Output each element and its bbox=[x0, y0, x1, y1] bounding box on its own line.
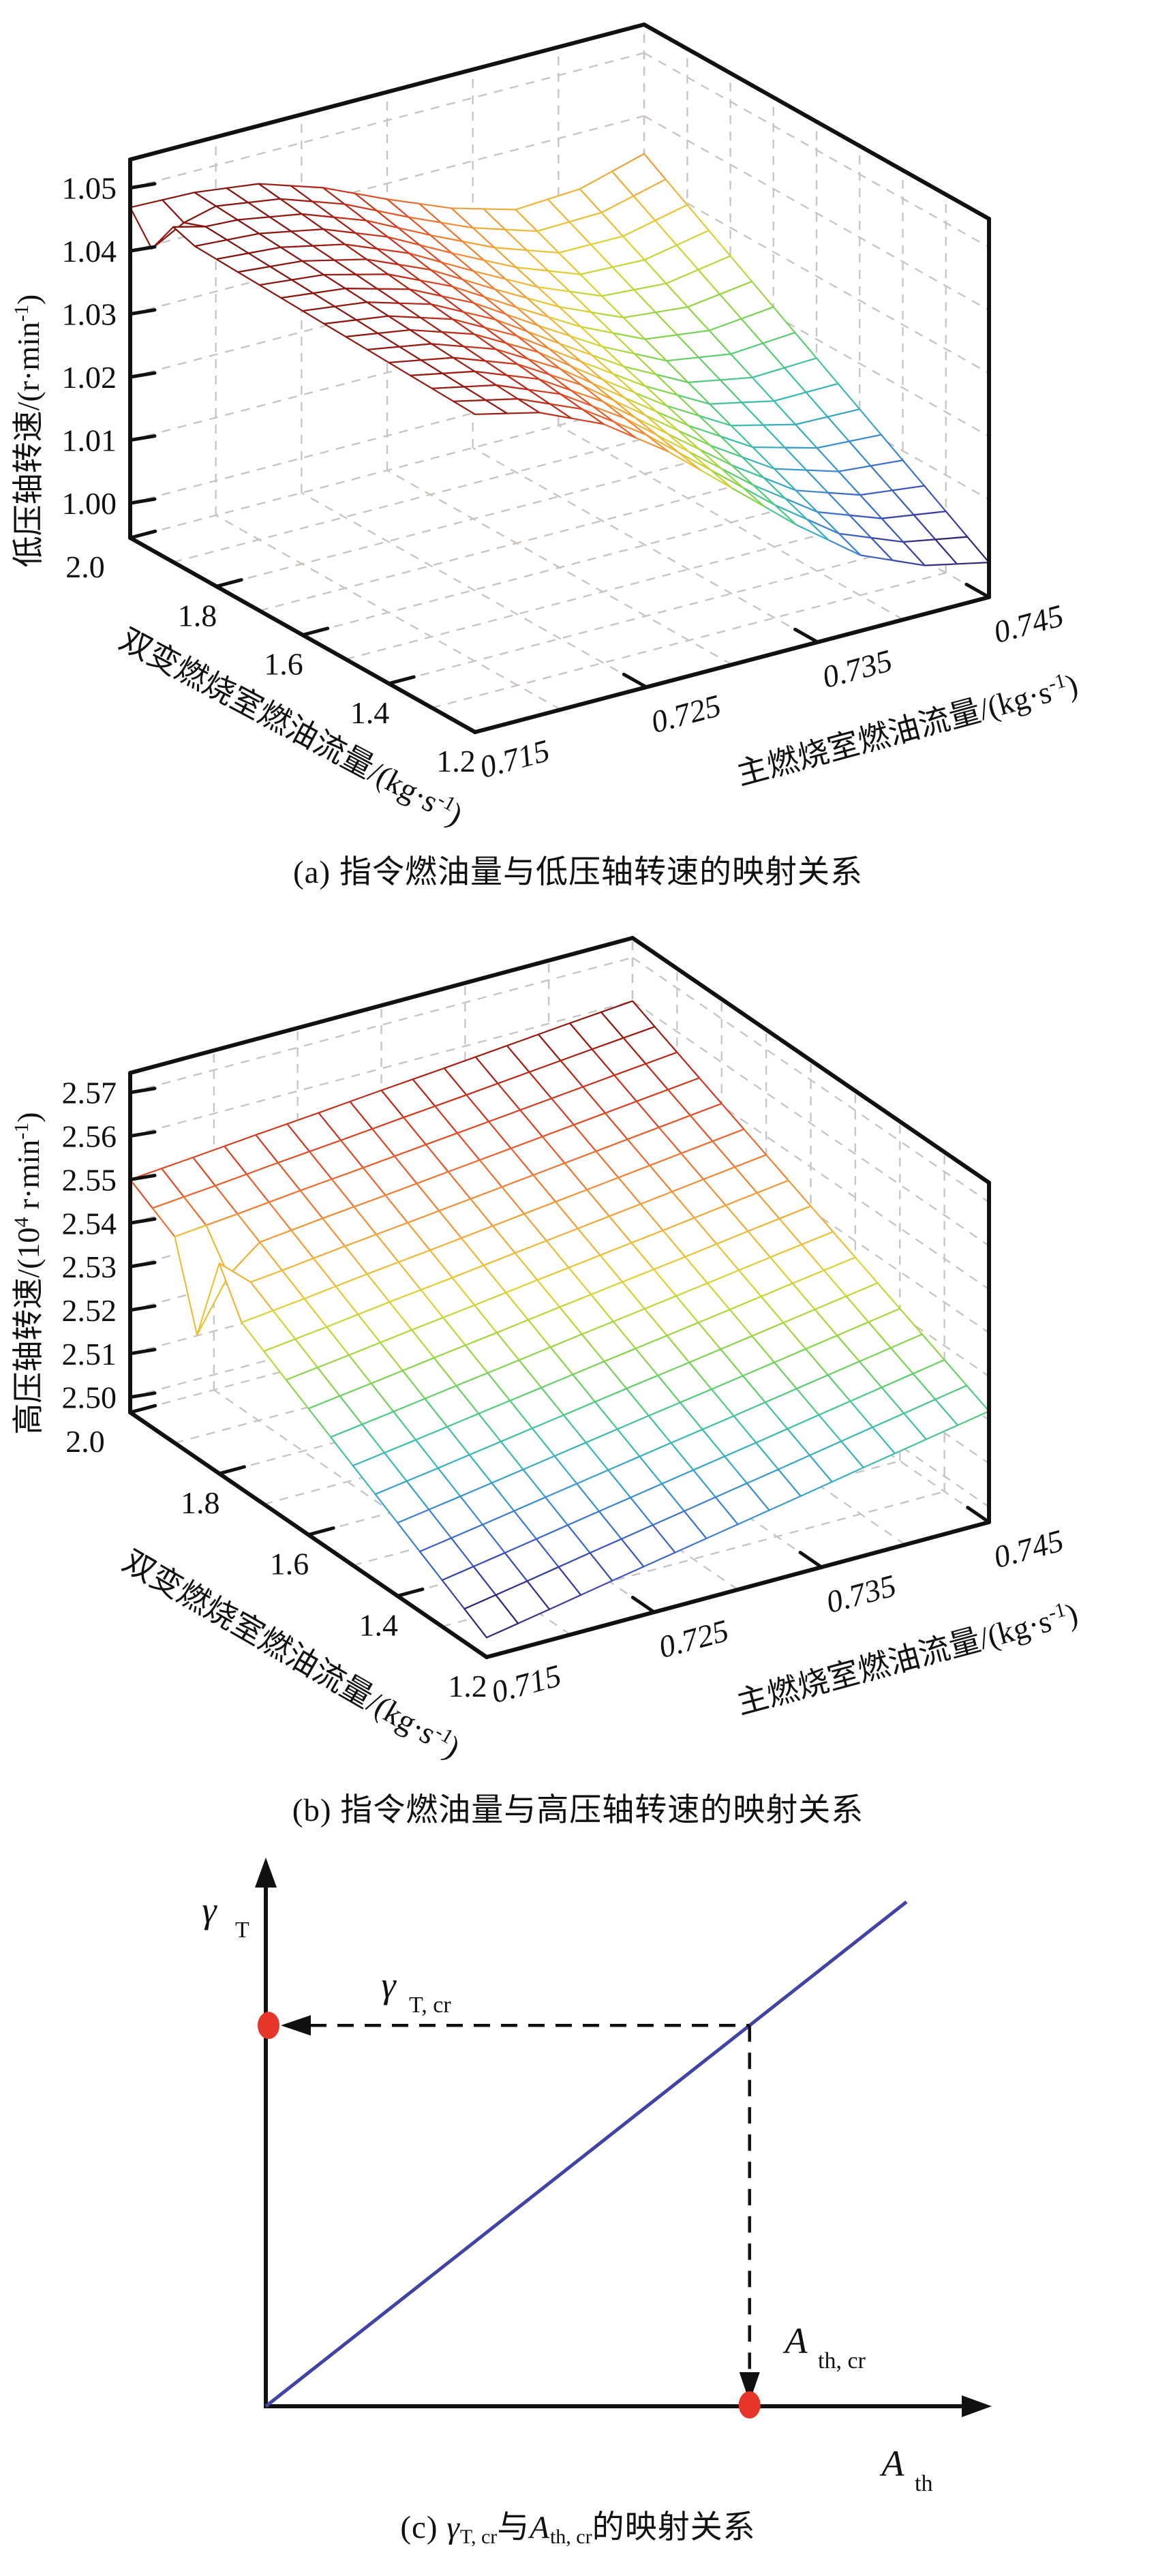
svg-text:1.00: 1.00 bbox=[62, 486, 117, 521]
svg-text:0.725: 0.725 bbox=[655, 1613, 732, 1665]
svg-text:2.52: 2.52 bbox=[62, 1293, 117, 1328]
caption-c-A-sub: th, cr bbox=[549, 2526, 592, 2549]
svg-text:2.54: 2.54 bbox=[62, 1206, 117, 1241]
tick-labels-b: 2.50 2.51 2.52 2.53 2.54 2.55 2.56 2.57 0.715 0.7… bbox=[62, 1076, 1067, 1710]
labels-c: γ Tγ T, crA th, crA th bbox=[202, 1890, 932, 2496]
caption-c-suffix: 的映射关系 bbox=[592, 2510, 756, 2545]
svg-text:T, cr: T, cr bbox=[409, 1992, 451, 2018]
caption-c-prefix: (c) bbox=[400, 2510, 447, 2545]
svg-text:1.8: 1.8 bbox=[181, 1485, 220, 1520]
svg-text:低压轴转速/(r·min-1): 低压轴转速/(r·min-1) bbox=[10, 294, 46, 568]
ticks-a bbox=[128, 182, 991, 734]
svg-text:th, cr: th, cr bbox=[818, 2348, 866, 2374]
svg-text:2.0: 2.0 bbox=[65, 549, 105, 584]
svg-text:1.4: 1.4 bbox=[359, 1607, 399, 1642]
axes-box-a bbox=[128, 22, 991, 734]
svg-text:0.745: 0.745 bbox=[990, 1523, 1067, 1575]
caption-a-text: (a) 指令燃油量与低压轴转速的映射关系 bbox=[293, 855, 863, 890]
svg-text:1.2: 1.2 bbox=[448, 1669, 487, 1703]
svg-text:2.50: 2.50 bbox=[62, 1380, 117, 1415]
svg-text:0.745: 0.745 bbox=[990, 598, 1067, 650]
svg-text:1.6: 1.6 bbox=[270, 1547, 309, 1581]
svg-text:0.715: 0.715 bbox=[487, 1658, 564, 1710]
svg-text:0.725: 0.725 bbox=[648, 688, 725, 740]
svg-text:高压轴转速/(104 r·min-1): 高压轴转速/(104 r·min-1) bbox=[10, 1112, 46, 1434]
svg-text:1.02: 1.02 bbox=[62, 360, 117, 395]
svg-text:T: T bbox=[235, 1918, 249, 1943]
svg-text:0.715: 0.715 bbox=[476, 733, 553, 785]
svg-text:0.735: 0.735 bbox=[823, 1568, 900, 1620]
svg-text:A: A bbox=[880, 2443, 905, 2484]
mesh-surface-a bbox=[129, 153, 990, 566]
surface-plot-a: 1.00 1.01 1.02 1.03 1.04 1.05 0.715 0.725 0.735 0… bbox=[10, 22, 1082, 832]
svg-text:γ: γ bbox=[381, 1965, 397, 2005]
svg-text:1.6: 1.6 bbox=[264, 647, 303, 682]
svg-text:1.03: 1.03 bbox=[62, 297, 117, 332]
axes-box-b bbox=[128, 936, 991, 1659]
caption-c-gamma: γ bbox=[446, 2510, 460, 2545]
svg-text:2.0: 2.0 bbox=[65, 1424, 105, 1459]
svg-text:主燃烧室燃油流量/(kg·s-1): 主燃烧室燃油流量/(kg·s-1) bbox=[733, 667, 1082, 792]
caption-c-conj: 与 bbox=[497, 2510, 530, 2545]
svg-text:2.53: 2.53 bbox=[62, 1249, 117, 1284]
ticks-b bbox=[128, 1087, 991, 1659]
svg-text:1.8: 1.8 bbox=[178, 598, 217, 633]
svg-text:0.735: 0.735 bbox=[819, 643, 896, 695]
svg-text:1.4: 1.4 bbox=[350, 695, 390, 730]
svg-text:γ: γ bbox=[202, 1890, 217, 1930]
svg-text:2.51: 2.51 bbox=[62, 1337, 117, 1372]
svg-text:2.56: 2.56 bbox=[62, 1119, 117, 1154]
svg-text:1.04: 1.04 bbox=[62, 234, 117, 269]
caption-b-text: (b) 指令燃油量与高压轴转速的映射关系 bbox=[292, 1793, 864, 1828]
caption-c-A: A bbox=[530, 2510, 550, 2545]
caption-subplot-a: (a) 指令燃油量与低压轴转速的映射关系 bbox=[0, 845, 1156, 892]
caption-subplot-c: (c) γT, cr与Ath, cr的映射关系 bbox=[0, 2500, 1156, 2549]
mapping-plot-c: γ Tγ T, crA th, crA th bbox=[202, 1858, 992, 2496]
svg-text:1.01: 1.01 bbox=[62, 423, 117, 458]
caption-subplot-b: (b) 指令燃油量与高压轴转速的映射关系 bbox=[0, 1783, 1156, 1830]
svg-text:1.05: 1.05 bbox=[62, 171, 117, 206]
svg-text:1.2: 1.2 bbox=[436, 744, 476, 778]
svg-text:A: A bbox=[783, 2320, 808, 2361]
surface-plot-b: 2.50 2.51 2.52 2.53 2.54 2.55 2.56 2.57 0.715 0.7… bbox=[10, 936, 1082, 1765]
mesh-surface-b bbox=[129, 1000, 990, 1639]
caption-c-gamma-sub: T, cr bbox=[459, 2526, 498, 2549]
svg-text:th: th bbox=[915, 2471, 932, 2496]
svg-text:主燃烧室燃油流量/(kg·s-1): 主燃烧室燃油流量/(kg·s-1) bbox=[733, 1596, 1082, 1721]
svg-text:2.55: 2.55 bbox=[62, 1162, 117, 1197]
svg-text:2.57: 2.57 bbox=[62, 1076, 117, 1110]
